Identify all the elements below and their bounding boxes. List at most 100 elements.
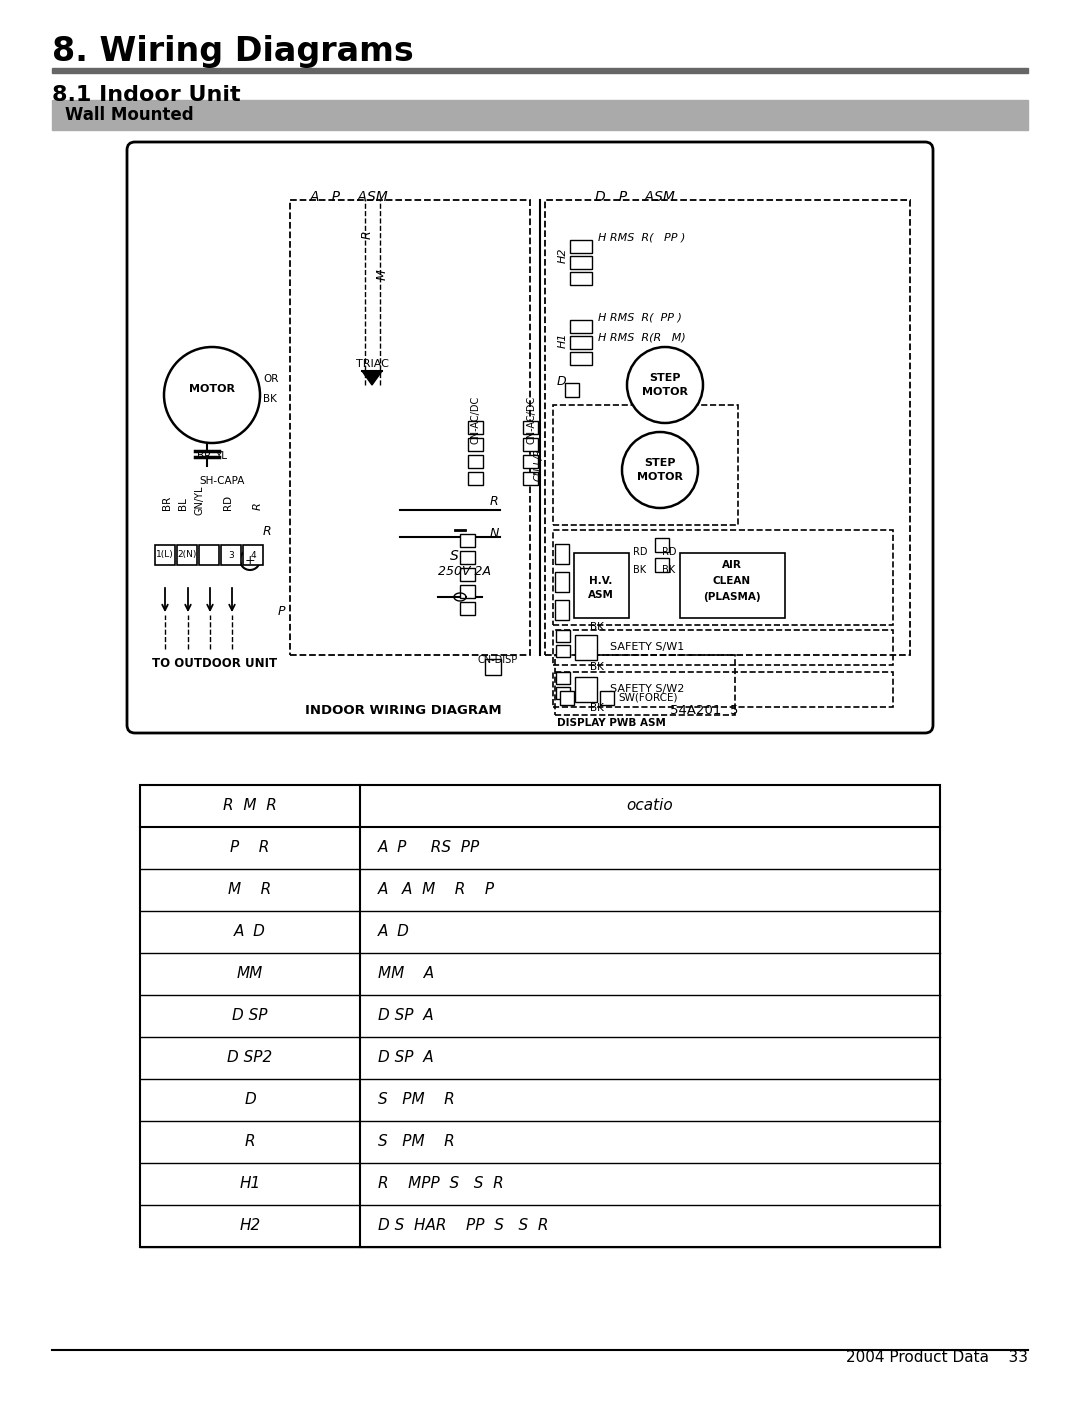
Text: RD: RD [222, 495, 233, 510]
Text: D SP: D SP [232, 1009, 268, 1023]
Bar [52, 67, 1028, 73]
Bar [654, 558, 669, 572]
Text: +: + [245, 554, 255, 566]
Bar [575, 677, 597, 702]
Bar [570, 336, 592, 348]
Bar [523, 472, 538, 485]
Text: TRIAC: TRIAC [355, 360, 389, 370]
Bar [468, 422, 483, 434]
Bar [523, 422, 538, 434]
Text: CLEAN: CLEAN [713, 576, 751, 586]
Text: R    MPP  S   S  R: R MPP S S R [378, 1176, 503, 1191]
Text: SW(FORCE): SW(FORCE) [618, 693, 677, 702]
Text: YL: YL [215, 451, 227, 461]
Text: H RMS  R(R   M): H RMS R(R M) [598, 332, 686, 341]
Text: P    R: P R [230, 840, 270, 856]
Text: (PLASMA): (PLASMA) [703, 592, 760, 601]
Bar [468, 472, 483, 485]
Text: RD: RD [662, 547, 676, 556]
Text: D   P    ASM: D P ASM [595, 190, 675, 204]
Bar [177, 545, 197, 565]
Text: BK: BK [264, 393, 276, 405]
Bar [460, 601, 475, 615]
Bar [523, 455, 538, 468]
Bar [221, 545, 241, 565]
Bar [523, 438, 538, 451]
Text: M    R: M R [228, 882, 272, 898]
Bar [460, 551, 475, 563]
Bar [468, 455, 483, 468]
Bar [485, 659, 501, 674]
Text: CN-DISP: CN-DISP [477, 655, 517, 665]
Bar [140, 785, 940, 1248]
Text: BK: BK [590, 662, 604, 672]
Text: TO OUTDOOR UNIT: TO OUTDOOR UNIT [152, 658, 278, 670]
Text: SAFETY S/W2: SAFETY S/W2 [610, 684, 685, 694]
Text: R: R [253, 502, 264, 510]
Text: CN-AC/DC: CN-AC/DC [471, 396, 481, 444]
Text: BK: BK [590, 622, 604, 632]
Text: MM: MM [237, 967, 264, 982]
Text: 250V 2A: 250V 2A [438, 565, 491, 577]
Text: CN-L/R: CN-L/R [534, 448, 544, 482]
Text: GN/YL: GN/YL [195, 486, 205, 516]
Bar [600, 691, 615, 705]
Text: H2: H2 [558, 247, 568, 263]
Text: P: P [278, 606, 285, 618]
Text: 2004 Product Data    33: 2004 Product Data 33 [846, 1350, 1028, 1366]
Text: D S  HAR    PP  S   S  R: D S HAR PP S S R [378, 1218, 549, 1234]
Bar [460, 568, 475, 582]
Text: ocatio: ocatio [626, 798, 673, 813]
Polygon shape [362, 371, 382, 385]
Text: INDOOR WIRING DIAGRAM: INDOOR WIRING DIAGRAM [305, 704, 501, 717]
Bar [553, 530, 893, 625]
Text: A   P    ASM: A P ASM [310, 190, 389, 204]
Bar [553, 672, 893, 707]
Text: N: N [490, 527, 499, 540]
Text: R: R [490, 495, 499, 509]
Text: STEP: STEP [649, 372, 680, 384]
Bar [460, 584, 475, 599]
Text: D SP2: D SP2 [228, 1051, 272, 1065]
Text: H RMS  R(   PP ): H RMS R( PP ) [598, 232, 686, 242]
Bar [555, 600, 569, 620]
Bar [291, 200, 530, 655]
Bar [553, 629, 893, 665]
Text: BL: BL [178, 497, 188, 510]
Text: 8. Wiring Diagrams: 8. Wiring Diagrams [52, 35, 414, 67]
Bar [460, 534, 475, 547]
Text: S   PM    R: S PM R [378, 1134, 455, 1149]
Text: RD: RD [633, 547, 648, 556]
Text: MOTOR: MOTOR [642, 386, 688, 398]
Text: R: R [264, 525, 272, 538]
Text: D SP  A: D SP A [378, 1051, 434, 1065]
Bar [468, 438, 483, 451]
Text: MM    A: MM A [378, 967, 434, 982]
Text: 2(N): 2(N) [177, 551, 197, 559]
Bar [573, 554, 629, 618]
Bar [556, 687, 570, 700]
Text: D SP  A: D SP A [378, 1009, 434, 1023]
Bar [556, 672, 570, 684]
Text: 1(L): 1(L) [157, 551, 174, 559]
Text: SH-CAPA: SH-CAPA [199, 476, 244, 486]
Bar [156, 545, 175, 565]
Text: DISPLAY PWB ASM: DISPLAY PWB ASM [557, 718, 666, 728]
Text: H RMS  R(  PP ): H RMS R( PP ) [598, 312, 681, 322]
Bar [556, 629, 570, 642]
Text: A  D: A D [378, 924, 410, 940]
Text: D: D [557, 375, 567, 388]
FancyBboxPatch shape [127, 142, 933, 733]
Text: BK: BK [590, 702, 604, 712]
Text: S: S [450, 549, 459, 563]
Bar [556, 645, 570, 658]
Bar [555, 572, 569, 592]
Bar [561, 691, 573, 705]
Text: SAFETY S/W1: SAFETY S/W1 [610, 642, 685, 652]
Text: H1: H1 [558, 332, 568, 348]
Bar [555, 544, 569, 563]
Bar [570, 353, 592, 365]
Text: R  M  R: R M R [224, 798, 276, 813]
Bar [52, 100, 1028, 131]
Text: R: R [361, 230, 374, 239]
